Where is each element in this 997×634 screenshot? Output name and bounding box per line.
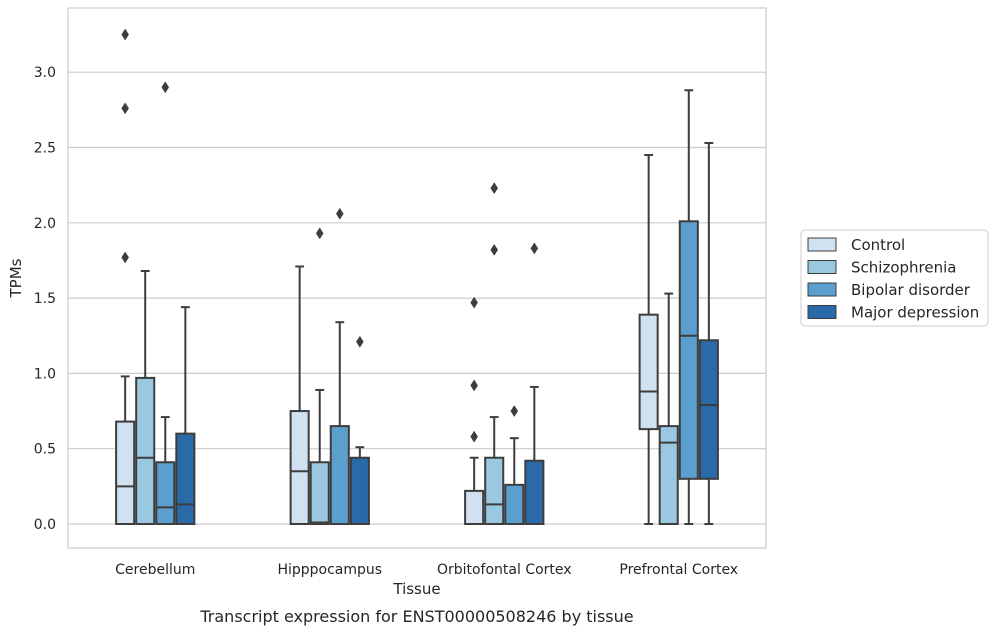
box <box>309 461 330 525</box>
legend-swatch <box>807 282 837 297</box>
legend-swatch <box>807 237 837 252</box>
box <box>658 425 679 525</box>
legend-label: Schizophrenia <box>851 259 956 277</box>
plot-frame <box>67 7 767 549</box>
legend-frame <box>800 229 989 327</box>
legend-label: Major depression <box>851 304 979 322</box>
box <box>135 376 156 525</box>
legend-label: Control <box>851 236 905 254</box>
box <box>349 456 370 525</box>
x-tick-label: Orbitofontal Cortex <box>437 562 572 578</box>
chart-caption: Transcript expression for ENST0000050824… <box>199 607 633 626</box>
box-group-orbitofontal-cortex <box>464 182 545 526</box>
box <box>175 432 196 526</box>
box <box>524 459 545 525</box>
outlier-point <box>510 405 519 418</box>
y-tick-label: 1.0 <box>34 366 56 382</box>
box-group-cerebellum <box>115 28 196 526</box>
x-tick-label: Cerebellum <box>115 562 195 578</box>
x-tick-label: Hipppocampus <box>277 562 382 578</box>
legend-label: Bipolar disorder <box>851 281 971 299</box>
box <box>678 220 699 480</box>
outlier-point <box>490 243 499 256</box>
x-tick-labels: Cerebellum Hipppocampus Orbitofontal Corte… <box>115 562 738 578</box>
box <box>464 489 485 526</box>
y-axis-label: TPMs <box>7 258 25 298</box>
outlier-point <box>356 335 364 348</box>
outlier-point <box>121 102 129 115</box>
outlier-point <box>470 296 478 309</box>
legend-swatch <box>807 260 837 274</box>
outlier-point <box>161 81 170 94</box>
outlier-point <box>315 227 324 240</box>
outlier-point <box>490 182 499 195</box>
box-group-prefrontal-cortex <box>638 89 719 525</box>
y-tick-label: 1.5 <box>34 291 56 307</box>
outlier-point <box>470 379 478 392</box>
y-tick-label: 2.5 <box>34 141 56 157</box>
x-axis-label: Tissue <box>392 580 440 598</box>
legend: Control Schizophrenia Bipolar disorder Majo… <box>800 229 989 327</box>
y-tick-label: 0.0 <box>34 517 56 533</box>
y-tick-label: 3.0 <box>34 65 56 81</box>
outlier-point <box>530 242 539 255</box>
x-tick-label: Prefrontal Cortex <box>619 562 738 578</box>
y-tick-label: 0.5 <box>34 442 56 458</box>
box <box>698 339 719 480</box>
box <box>155 461 176 525</box>
y-tick-labels: 0.0 0.5 1.0 1.5 2.0 2.5 3.0 <box>34 65 56 533</box>
outlier-point <box>335 207 344 220</box>
outlier-point <box>121 28 129 41</box>
box-groups <box>115 28 719 526</box>
outlier-point <box>470 430 478 443</box>
box <box>289 410 310 525</box>
box-group-hipppocampus <box>289 207 370 525</box>
box <box>115 420 136 526</box>
box <box>329 425 350 525</box>
outlier-point <box>121 251 129 264</box>
box <box>504 483 525 525</box>
y-tick-label: 2.0 <box>34 216 56 232</box>
box <box>484 456 505 525</box>
legend-swatch <box>807 305 837 319</box>
box <box>638 313 659 431</box>
